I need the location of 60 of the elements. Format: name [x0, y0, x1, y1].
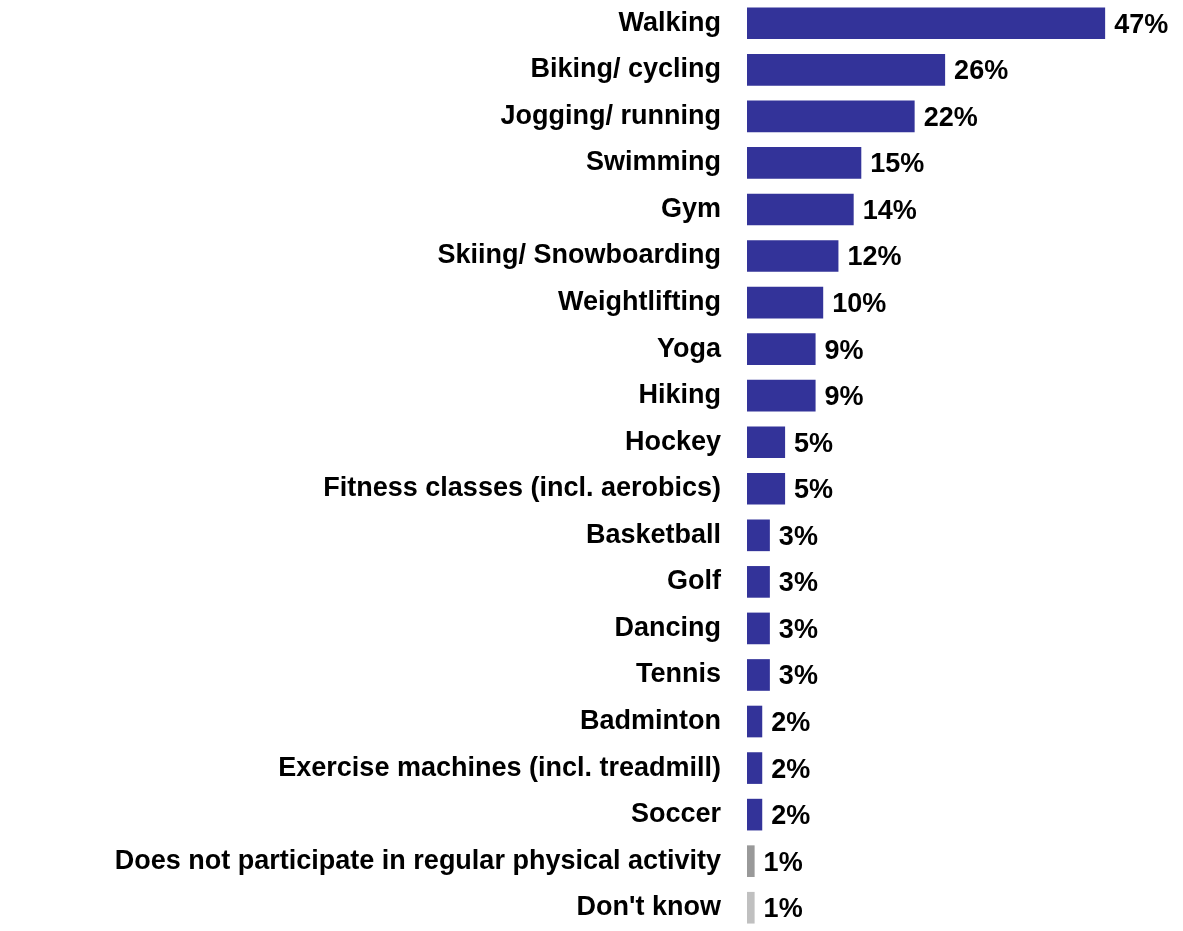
bar — [747, 519, 770, 552]
y-tick-label: Tennis — [635, 658, 721, 689]
y-tick-label: Badminton — [580, 704, 721, 735]
data-label: 12% — [847, 241, 902, 272]
bar — [747, 798, 763, 831]
data-label: 2% — [771, 753, 811, 784]
data-label: 2% — [771, 706, 811, 737]
bar — [747, 891, 755, 924]
data-label: 22% — [923, 101, 978, 132]
bar — [747, 240, 839, 272]
data-label: 47% — [1114, 8, 1169, 39]
y-tick-label: Yoga — [656, 332, 722, 363]
data-label: 3% — [778, 613, 818, 644]
y-tick-label: Does not participate in regular physical activity — [114, 844, 721, 875]
data-label: 3% — [778, 520, 818, 551]
y-tick-label: Hockey — [624, 425, 721, 456]
y-tick-label: Jogging/ running — [500, 99, 721, 130]
bar — [747, 333, 816, 365]
y-tick-label: Hiking — [638, 379, 721, 410]
bar — [747, 472, 786, 505]
bar — [747, 54, 946, 86]
bar — [747, 426, 786, 459]
bar — [747, 147, 862, 179]
y-tick-label: Swimming — [585, 146, 721, 177]
data-label: 9% — [824, 334, 864, 365]
bar — [747, 286, 824, 319]
data-label: 10% — [832, 288, 887, 319]
y-tick-label: Fitness classes (incl. aerobics) — [323, 472, 721, 503]
data-label: 3% — [778, 660, 818, 691]
y-tick-label: Basketball — [585, 518, 721, 549]
bar — [747, 612, 770, 645]
data-label: 5% — [794, 474, 834, 505]
bar — [747, 845, 755, 877]
data-label: 3% — [778, 567, 818, 598]
data-label: 9% — [824, 381, 864, 412]
data-label: 2% — [771, 800, 811, 831]
data-label: 5% — [794, 427, 834, 458]
bar — [747, 705, 763, 738]
data-label: 26% — [954, 55, 1009, 86]
bar — [747, 566, 770, 598]
y-tick-label: Don't know — [576, 891, 722, 922]
y-tick-label: Walking — [618, 6, 721, 37]
bar — [747, 100, 915, 133]
y-tick-label: Biking/ cycling — [530, 53, 721, 84]
data-label: 14% — [862, 194, 917, 225]
y-tick-label: Golf — [667, 565, 722, 596]
bar — [747, 193, 854, 226]
bar — [747, 752, 763, 784]
data-label: 1% — [763, 846, 803, 877]
data-label: 1% — [763, 893, 803, 924]
y-tick-label: Exercise machines (incl. treadmill) — [278, 751, 721, 782]
bar — [747, 659, 770, 691]
y-tick-label: Gym — [660, 192, 721, 223]
bar — [747, 379, 816, 412]
y-tick-label: Weightlifting — [558, 286, 721, 317]
y-tick-label: Skiing/ Snowboarding — [437, 239, 721, 270]
bar — [747, 7, 1106, 40]
data-label: 15% — [870, 148, 925, 179]
y-tick-label: Dancing — [614, 611, 721, 642]
y-tick-label: Soccer — [630, 798, 722, 829]
